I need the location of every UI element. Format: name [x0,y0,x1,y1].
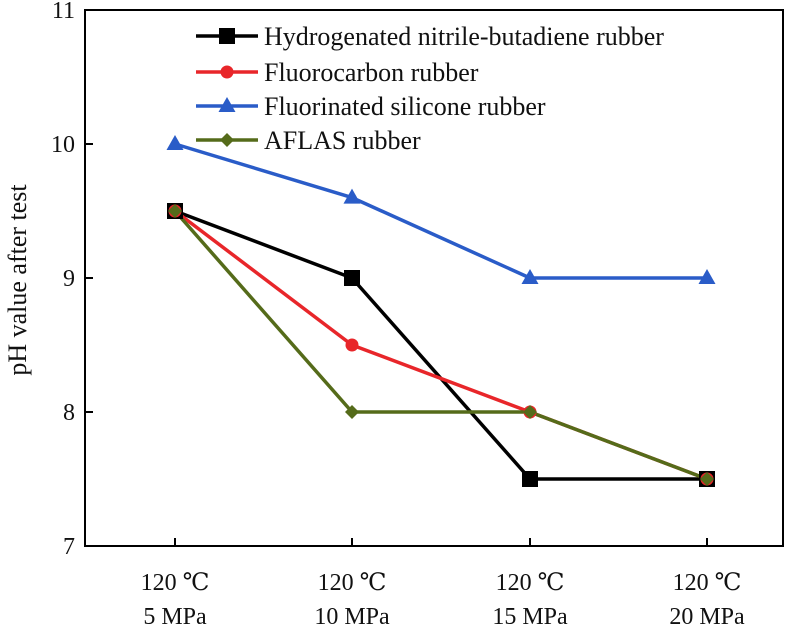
x-tick-label-pressure: 10 MPa [314,604,390,630]
y-tick-label: 8 [63,400,75,426]
series-line-circle [173,209,708,481]
legend-marker-square [219,28,235,44]
x-tick-label-condition: 120 ℃ [673,570,742,596]
data-point-circle [345,338,359,352]
x-tick-label-condition: 120 ℃ [141,570,210,596]
data-point-square [344,270,360,286]
data-point-diamond [700,472,714,486]
x-tick-label-pressure: 15 MPa [492,604,568,630]
legend-label: Hydrogenated nitrile-butadiene rubber [264,22,664,51]
x-axis: 120 ℃ 5 MPa 120 ℃ 10 MPa 120 ℃ 15 MPa 120 ℃ 20 … [141,538,745,630]
data-point-diamond [168,204,182,218]
data-point-diamond [345,405,359,419]
y-axis-title: pH value after test [3,184,32,376]
data-point-triangle [521,269,539,284]
legend-label: Fluorocarbon rubber [264,58,479,87]
y-tick-label: 11 [52,0,75,24]
series-line-diamond [173,209,708,481]
x-tick-label-pressure: 20 MPa [669,604,745,630]
data-point-triangle [698,269,716,284]
series-line-square [174,209,707,481]
x-tick-label-pressure: 5 MPa [143,604,207,630]
x-tick-label-condition: 120 ℃ [496,570,565,596]
data-point-square [522,471,538,487]
series-line-triangle [174,142,707,280]
x-tick-label-condition: 120 ℃ [318,570,387,596]
legend-marker-circle [220,65,234,79]
y-tick-label: 10 [51,132,75,158]
legend-label: AFLAS rubber [264,126,421,155]
y-tick-label: 9 [63,266,75,292]
data-point-triangle [343,188,361,204]
data-point-diamond [523,405,537,419]
data-point-triangle [166,135,184,150]
legend-label: Fluorinated silicone rubber [264,92,546,121]
series-group [166,135,716,487]
legend: Hydrogenated nitrile-butadiene rubber Flu… [196,22,664,155]
legend-marker-diamond [220,133,234,147]
y-tick-label: 7 [63,534,75,560]
legend-marker-triangle [218,97,236,112]
y-axis: 7 8 9 10 11 [51,0,93,560]
